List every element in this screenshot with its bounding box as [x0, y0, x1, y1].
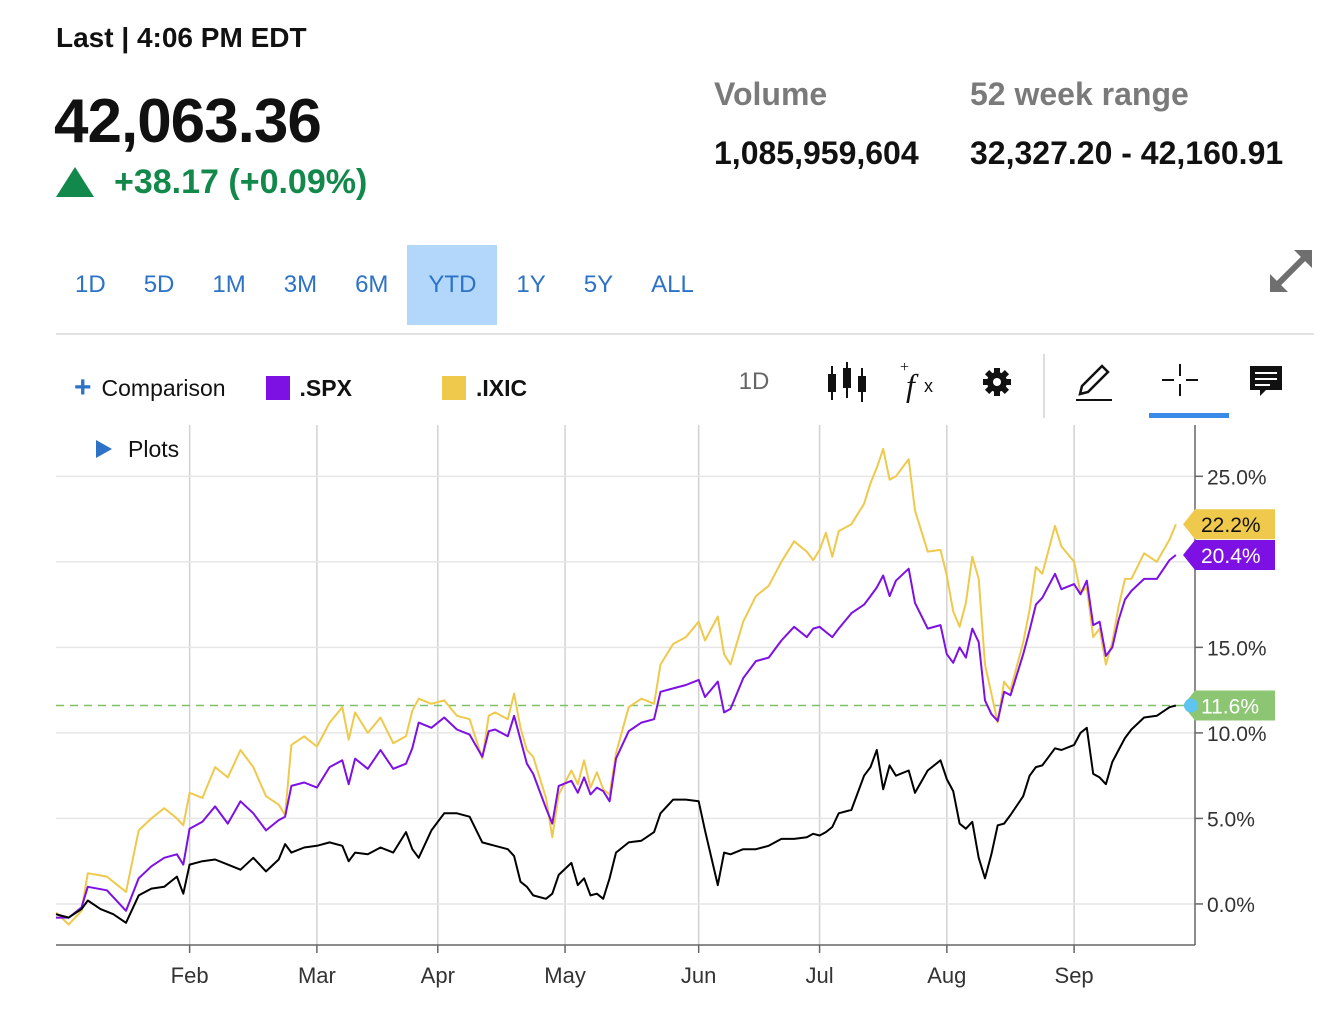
chart-x-gridlines — [188, 425, 1075, 945]
chart-end-tags: 22.2% 20.4% 11.6% — [1183, 509, 1275, 721]
expand-icon[interactable] — [1264, 244, 1318, 298]
y-tick-label: 5.0% — [1207, 808, 1255, 831]
tab-1m[interactable]: 1M — [212, 271, 246, 298]
tab-5y[interactable]: 5Y — [583, 271, 614, 298]
end-tag-spx-box — [1183, 540, 1275, 570]
volume-stat: Volume 1,085,959,604 — [714, 76, 919, 172]
play-icon — [96, 440, 112, 458]
week-range-label: 52 week range — [970, 76, 1189, 112]
end-tag-ixic-box — [1183, 509, 1275, 540]
series-line-spx — [56, 554, 1177, 919]
current-value-dot — [1184, 698, 1198, 713]
candlestick-icon[interactable] — [826, 358, 868, 406]
chart-x-ticks: Feb Mar Apr May Jun Jul Aug Sep — [171, 945, 1094, 988]
end-tag-spx-label: 20.4% — [1201, 545, 1261, 568]
chart-axes — [56, 425, 1196, 946]
svg-text:x: x — [924, 376, 933, 396]
crosshair-icon[interactable] — [1160, 358, 1200, 406]
plus-icon: + — [74, 371, 92, 404]
end-tag-ixic-label: 22.2% — [1201, 514, 1261, 537]
interval-selector[interactable]: 1D — [738, 368, 770, 395]
comparison-label: Comparison — [101, 374, 226, 401]
tab-3m[interactable]: 3M — [283, 271, 318, 298]
end-tag-main-box — [1183, 690, 1275, 721]
comparison-button[interactable]: + Comparison — [74, 373, 226, 403]
tab-1y[interactable]: 1Y — [516, 271, 546, 298]
x-tick-label: Aug — [927, 963, 966, 988]
x-tick-label: May — [544, 963, 586, 988]
tab-1d[interactable]: 1D — [75, 271, 106, 298]
x-tick-label: Mar — [298, 963, 336, 988]
toolbar-separator — [1043, 354, 1045, 418]
price-change-text: +38.17 (+0.09%) — [114, 162, 368, 201]
function-icon[interactable]: + f x — [898, 358, 942, 406]
gear-icon[interactable] — [980, 358, 1014, 406]
spx-swatch — [265, 376, 290, 400]
x-tick-label: Sep — [1055, 963, 1094, 988]
chart-toolbar: + Comparison .SPX .IXIC — [74, 362, 527, 414]
chart-series-lines — [55, 447, 1177, 926]
legend-label-ixic: .IXIC — [475, 374, 528, 401]
tab-ytd[interactable]: YTD — [407, 245, 498, 325]
week-range-stat: 52 week range 32,327.20 - 42,160.91 — [970, 76, 1283, 172]
svg-text:+: + — [900, 359, 909, 376]
volume-label: Volume — [714, 76, 828, 112]
tab-6m[interactable]: 6M — [355, 271, 389, 298]
tab-all[interactable]: ALL — [651, 271, 694, 298]
end-tag-main-label: 11.6% — [1201, 696, 1259, 719]
current-price: 42,063.36 — [54, 87, 322, 156]
x-tick-label: Jul — [806, 963, 834, 988]
up-arrow-icon — [56, 167, 94, 197]
svg-text:f: f — [906, 367, 919, 403]
last-updated-label: Last | 4:06 PM EDT — [56, 22, 307, 53]
chart-y-ticks: 0.0% 5.0% 10.0% 15.0% 25.0% — [1195, 466, 1267, 917]
price-change: +38.17 (+0.09%) — [56, 162, 367, 202]
y-tick-label: 0.0% — [1207, 894, 1255, 917]
pencil-icon[interactable] — [1072, 358, 1116, 406]
x-tick-label: Jun — [681, 963, 716, 988]
y-tick-label: 15.0% — [1207, 637, 1267, 660]
legend-item-ixic[interactable]: .IXIC — [441, 374, 528, 402]
header-divider — [56, 333, 1314, 335]
series-line-main — [55, 704, 1177, 924]
week-range-value: 32,327.20 - 42,160.91 — [970, 135, 1284, 171]
legend-label-spx: .SPX — [299, 374, 352, 401]
crosshair-active-indicator — [1149, 413, 1229, 418]
plots-label: Plots — [128, 435, 180, 462]
x-tick-label: Apr — [421, 963, 455, 988]
chart-y-gridlines — [56, 475, 1195, 905]
x-tick-label: Feb — [171, 963, 209, 988]
chat-icon[interactable] — [1248, 358, 1284, 406]
y-tick-label: 25.0% — [1207, 466, 1267, 489]
plots-toggle[interactable]: Plots — [96, 434, 179, 464]
ixic-swatch — [441, 376, 466, 400]
y-tick-label: 10.0% — [1207, 723, 1267, 746]
tab-5d[interactable]: 5D — [143, 271, 175, 298]
legend-item-spx[interactable]: .SPX — [265, 374, 352, 402]
range-tabs: 1D 5D 1M 3M 6M YTD 1Y 5Y ALL — [56, 245, 713, 325]
volume-value: 1,085,959,604 — [714, 135, 919, 171]
series-line-ixic — [55, 447, 1177, 926]
